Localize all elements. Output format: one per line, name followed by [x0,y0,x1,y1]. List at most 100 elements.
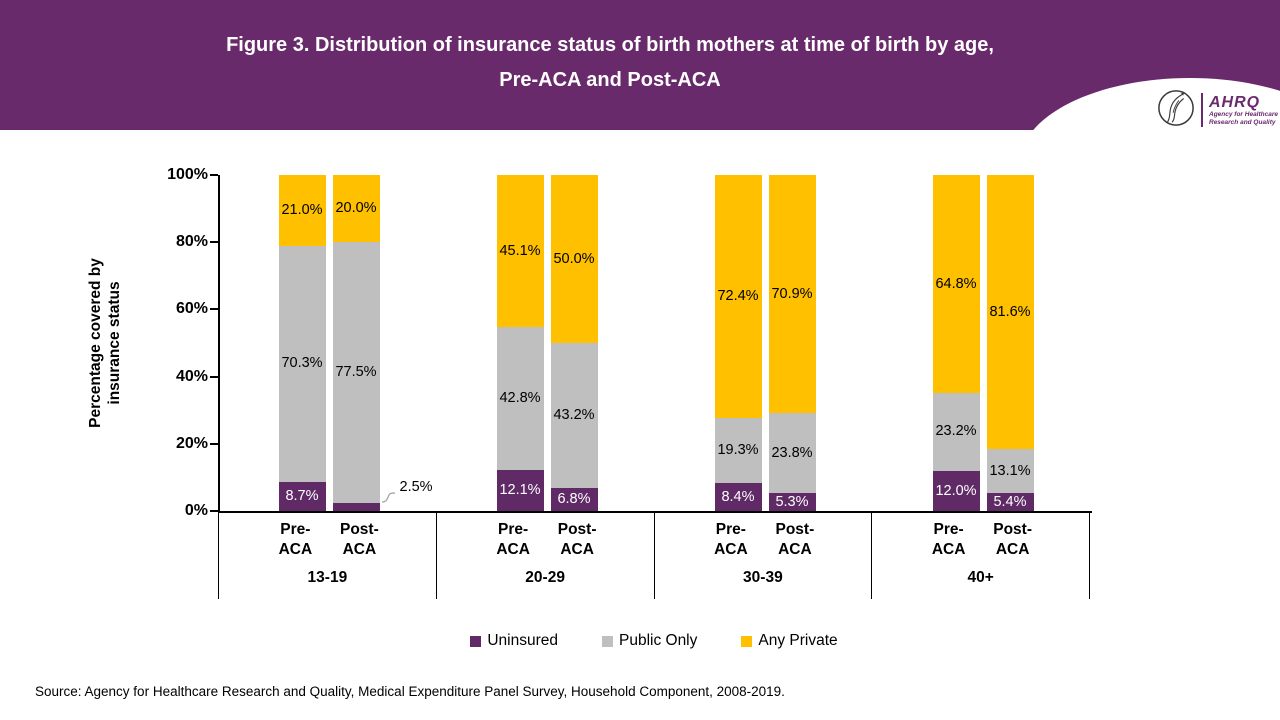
segment-public_only: 77.5% [332,242,380,503]
y-axis-tick-label: 40% [175,367,208,385]
bar-x-label: Pre- ACA [487,520,539,560]
y-axis-tick [210,174,218,176]
bar-post-aca-13-19: 2.5% 77.5% 20.0% [332,175,433,511]
segment-value-label: 70.3% [281,355,323,372]
source-note: Source: Agency for Healthcare Research a… [35,684,785,699]
bar-pre-aca-40: 12.0% 23.2% 64.8% [932,175,980,511]
segment-value-label: 81.6% [989,303,1031,320]
y-axis-tick [210,308,218,311]
bar-post-aca-40: 5.4% 13.1% 81.6% [986,175,1034,511]
segment-any_private: 45.1% [496,175,544,327]
legend-item-uninsured: Uninsured [470,632,558,650]
logo-acronym: AHRQ [1209,93,1261,111]
logo-tagline-line-2: Research and Quality [1209,118,1276,126]
segment-value-label: 13.1% [989,462,1031,479]
legend-label: Public Only [618,632,698,649]
segment-uninsured: 8.4% [714,482,762,511]
logo-oval-background [1020,78,1280,248]
segment-public_only: 23.8% [768,413,816,494]
segment-uninsured: 5.3% [768,493,816,511]
segment-any_private: 81.6% [986,175,1034,449]
y-axis-tick [210,241,218,244]
segment-any_private: 50.0% [550,175,598,344]
plot-area: 0% 20% 40% 60% 80% 100% 8.7% 70.3% 21.0% 2.5% 77.5… [167,166,1092,519]
y-axis-tick-label: 60% [175,300,208,318]
segment-value-label: 20.0% [335,200,377,217]
bar-x-label-line-1: Pre- [933,521,964,538]
bar-x-label-line-1: Post- [775,521,815,538]
bar-label-row: Pre- ACA Post- ACA [923,520,1039,560]
bar-x-label-line-1: Post- [340,521,379,538]
age-group-label: 13-19 [307,569,348,586]
legend-label: Uninsured [487,632,558,649]
segment-value-label: 77.5% [335,364,377,381]
segment-value-label: 12.1% [499,482,541,499]
page-title-line-2: Pre-ACA and Post-ACA [499,69,721,91]
segment-value-label: 43.2% [553,407,595,424]
segment-value-label: 5.3% [775,493,809,510]
y-axis-tick [210,375,218,378]
age-group-label: 30-39 [743,569,783,586]
segment-uninsured [332,502,380,511]
bar-x-label-line-2: ACA [560,541,594,558]
segment-any_private: 21.0% [278,175,326,246]
age-group-cell-13-19: Pre- ACA Post- ACA 13-19 [218,513,437,599]
bar-x-label-line-2: ACA [714,541,748,558]
bar-x-label-line-1: Post- [557,521,597,538]
bar-x-label: Pre- ACA [705,520,757,560]
age-group-cell-20-29: Pre- ACA Post- ACA 20-29 [437,513,655,599]
logo-divider [1201,93,1203,127]
legend-swatch-uninsured [470,635,482,647]
y-axis-tick-label: 100% [167,166,208,183]
bar-group-13-19: 8.7% 70.3% 21.0% 2.5% 77.5% 20.0% [220,175,438,511]
bar-x-label-line-2: ACA [931,541,966,558]
page-title-line-1: Figure 3. Distribution of insurance stat… [226,34,994,56]
legend-swatch-public_only [601,635,613,647]
segment-public_only: 70.3% [278,245,326,482]
segment-uninsured: 5.4% [986,492,1034,511]
legend-item-any_private: Any Private [741,632,838,650]
bar-label-row: Pre- ACA Post- ACA [705,520,821,560]
segment-uninsured: 12.0% [932,470,980,511]
bar-x-label: Post- ACA [769,520,821,560]
segment-uninsured: 12.1% [496,470,544,511]
bar-post-aca-20-29: 6.8% 43.2% 50.0% [550,175,598,511]
segment-value-label: 64.8% [935,275,977,292]
legend-label: Any Private [758,632,838,649]
logo-text: AHRQ Agency for Healthcare Research and … [1209,94,1278,127]
hhs-eagle-icon [1157,89,1195,132]
y-axis-tick [210,510,218,512]
age-group-label: 20-29 [525,569,565,586]
segment-uninsured: 6.8% [550,488,598,511]
bar-x-label-line-1: Post- [993,521,1032,538]
bar-group-20-29: 12.1% 42.8% 45.1% 6.8% 43.2% 50.0% [438,175,656,511]
segment-public_only: 19.3% [714,418,762,483]
bar-x-label-line-2: ACA [995,541,1030,558]
callout-label: 2.5% [381,480,433,503]
header-banner: Figure 3. Distribution of insurance stat… [0,0,1280,248]
age-group-cell-40: Pre- ACA Post- ACA 40+ [872,513,1090,599]
bar-x-label: Pre- ACA [923,520,975,560]
segment-value-label: 8.4% [721,488,755,505]
segment-value-label: 42.8% [499,390,541,407]
legend-swatch-any_private [741,635,753,647]
segment-any_private: 20.0% [332,175,380,243]
segment-value-label: 45.1% [499,242,541,259]
bar-post-aca-30-39: 5.3% 23.8% 70.9% [768,175,816,511]
bar-x-label: Post- ACA [987,520,1039,560]
segment-value-label: 19.3% [717,442,759,459]
logo-tagline-line-1: Agency for Healthcare [1209,110,1278,118]
segment-public_only: 43.2% [550,343,598,489]
bar-pre-aca-30-39: 8.4% 19.3% 72.4% [714,175,762,511]
bar-pre-aca-20-29: 12.1% 42.8% 45.1% [496,175,544,511]
segment-value-label: 21.0% [281,202,323,219]
segment-any_private: 64.8% [932,175,980,393]
y-axis-tick-label: 20% [175,434,208,452]
bar-pre-aca-13-19: 8.7% 70.3% 21.0% [278,175,326,511]
age-group-label: 40+ [967,569,994,586]
legend-item-public_only: Public Only [601,632,698,650]
segment-public_only: 13.1% [986,448,1034,493]
y-axis-title-line-1: Percentage covered by [87,258,104,428]
bar-x-label-line-2: ACA [342,541,377,558]
bar-label-row: Pre- ACA Post- ACA [487,520,603,560]
